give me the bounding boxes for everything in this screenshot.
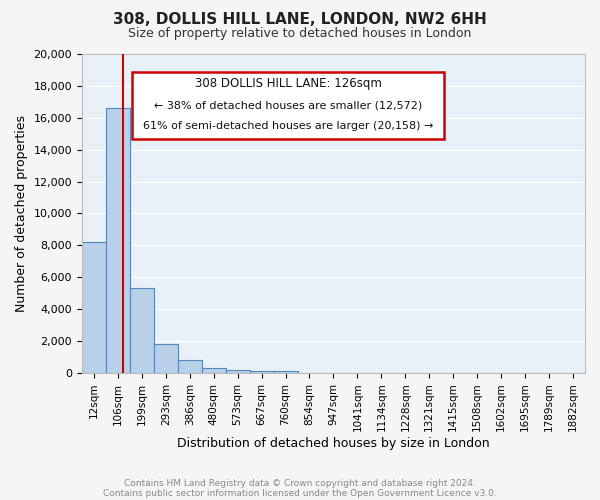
Bar (82, 242, 106, 373)
Text: 61% of semi-detached houses are larger (20,158) →: 61% of semi-detached houses are larger (… (143, 122, 433, 132)
X-axis label: Distribution of detached houses by size in London: Distribution of detached houses by size … (177, 437, 490, 450)
Bar (106, 108, 130, 373)
Text: ← 38% of detached houses are smaller (12,572): ← 38% of detached houses are smaller (12… (154, 100, 422, 110)
FancyBboxPatch shape (132, 72, 444, 138)
Bar (130, 288, 154, 373)
Text: Contains HM Land Registry data © Crown copyright and database right 2024.: Contains HM Land Registry data © Crown c… (124, 478, 476, 488)
Bar (274, 372, 298, 373)
Text: Size of property relative to detached houses in London: Size of property relative to detached ho… (128, 28, 472, 40)
Text: 308, DOLLIS HILL LANE, LONDON, NW2 6HH: 308, DOLLIS HILL LANE, LONDON, NW2 6HH (113, 12, 487, 28)
Bar (178, 360, 202, 373)
Y-axis label: Number of detached properties: Number of detached properties (15, 115, 28, 312)
Text: 308 DOLLIS HILL LANE: 126sqm: 308 DOLLIS HILL LANE: 126sqm (195, 77, 382, 90)
Bar (202, 368, 226, 373)
Bar (154, 344, 178, 373)
Bar (226, 370, 250, 373)
Text: Contains public sector information licensed under the Open Government Licence v3: Contains public sector information licen… (103, 488, 497, 498)
Bar (250, 372, 274, 373)
